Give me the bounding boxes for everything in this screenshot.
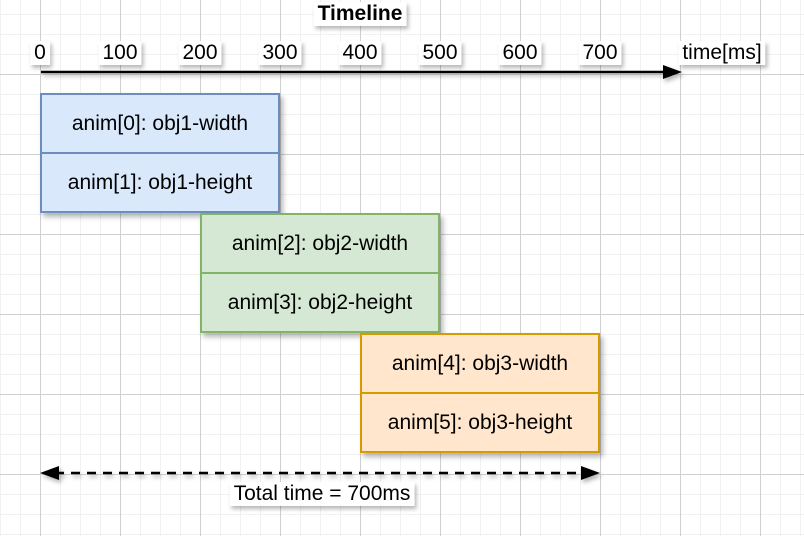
axis-tick-400: 400 — [338, 41, 382, 65]
time-axis-arrow — [41, 65, 682, 79]
anim-bar-1-label: anim[1]: obj1-height — [67, 170, 253, 194]
anim-bar-5-label: anim[5]: obj3-height — [387, 410, 573, 434]
axis-tick-100: 100 — [98, 41, 142, 65]
anim-bar-1: anim[1]: obj1-height — [42, 152, 278, 211]
track-obj2: anim[2]: obj2-width anim[3]: obj2-height — [200, 213, 440, 333]
anim-bar-0: anim[0]: obj1-width — [42, 95, 278, 152]
anim-bar-3: anim[3]: obj2-height — [202, 272, 438, 331]
track-obj3: anim[4]: obj3-width anim[5]: obj3-height — [360, 333, 600, 453]
total-time-label: Total time = 700ms — [229, 482, 415, 506]
track-obj1: anim[0]: obj1-width anim[1]: obj1-height — [40, 93, 280, 213]
anim-bar-5: anim[5]: obj3-height — [362, 392, 598, 451]
anim-bar-3-label: anim[3]: obj2-height — [227, 290, 413, 314]
axis-tick-600: 600 — [498, 41, 542, 65]
anim-bar-4: anim[4]: obj3-width — [362, 335, 598, 392]
axis-unit-label: time[ms] — [678, 41, 766, 65]
axis-tick-200: 200 — [178, 41, 222, 65]
axis-tick-300: 300 — [258, 41, 302, 65]
anim-bar-0-label: anim[0]: obj1-width — [71, 111, 249, 135]
anim-bar-2: anim[2]: obj2-width — [202, 215, 438, 272]
axis-tick-700: 700 — [578, 41, 622, 65]
axis-tick-500: 500 — [418, 41, 462, 65]
diagram-title: Timeline — [313, 2, 407, 26]
total-time-double-arrow — [40, 466, 600, 480]
anim-bar-4-label: anim[4]: obj3-width — [391, 351, 569, 375]
anim-bar-2-label: anim[2]: obj2-width — [231, 231, 409, 255]
axis-tick-0: 0 — [30, 41, 50, 65]
